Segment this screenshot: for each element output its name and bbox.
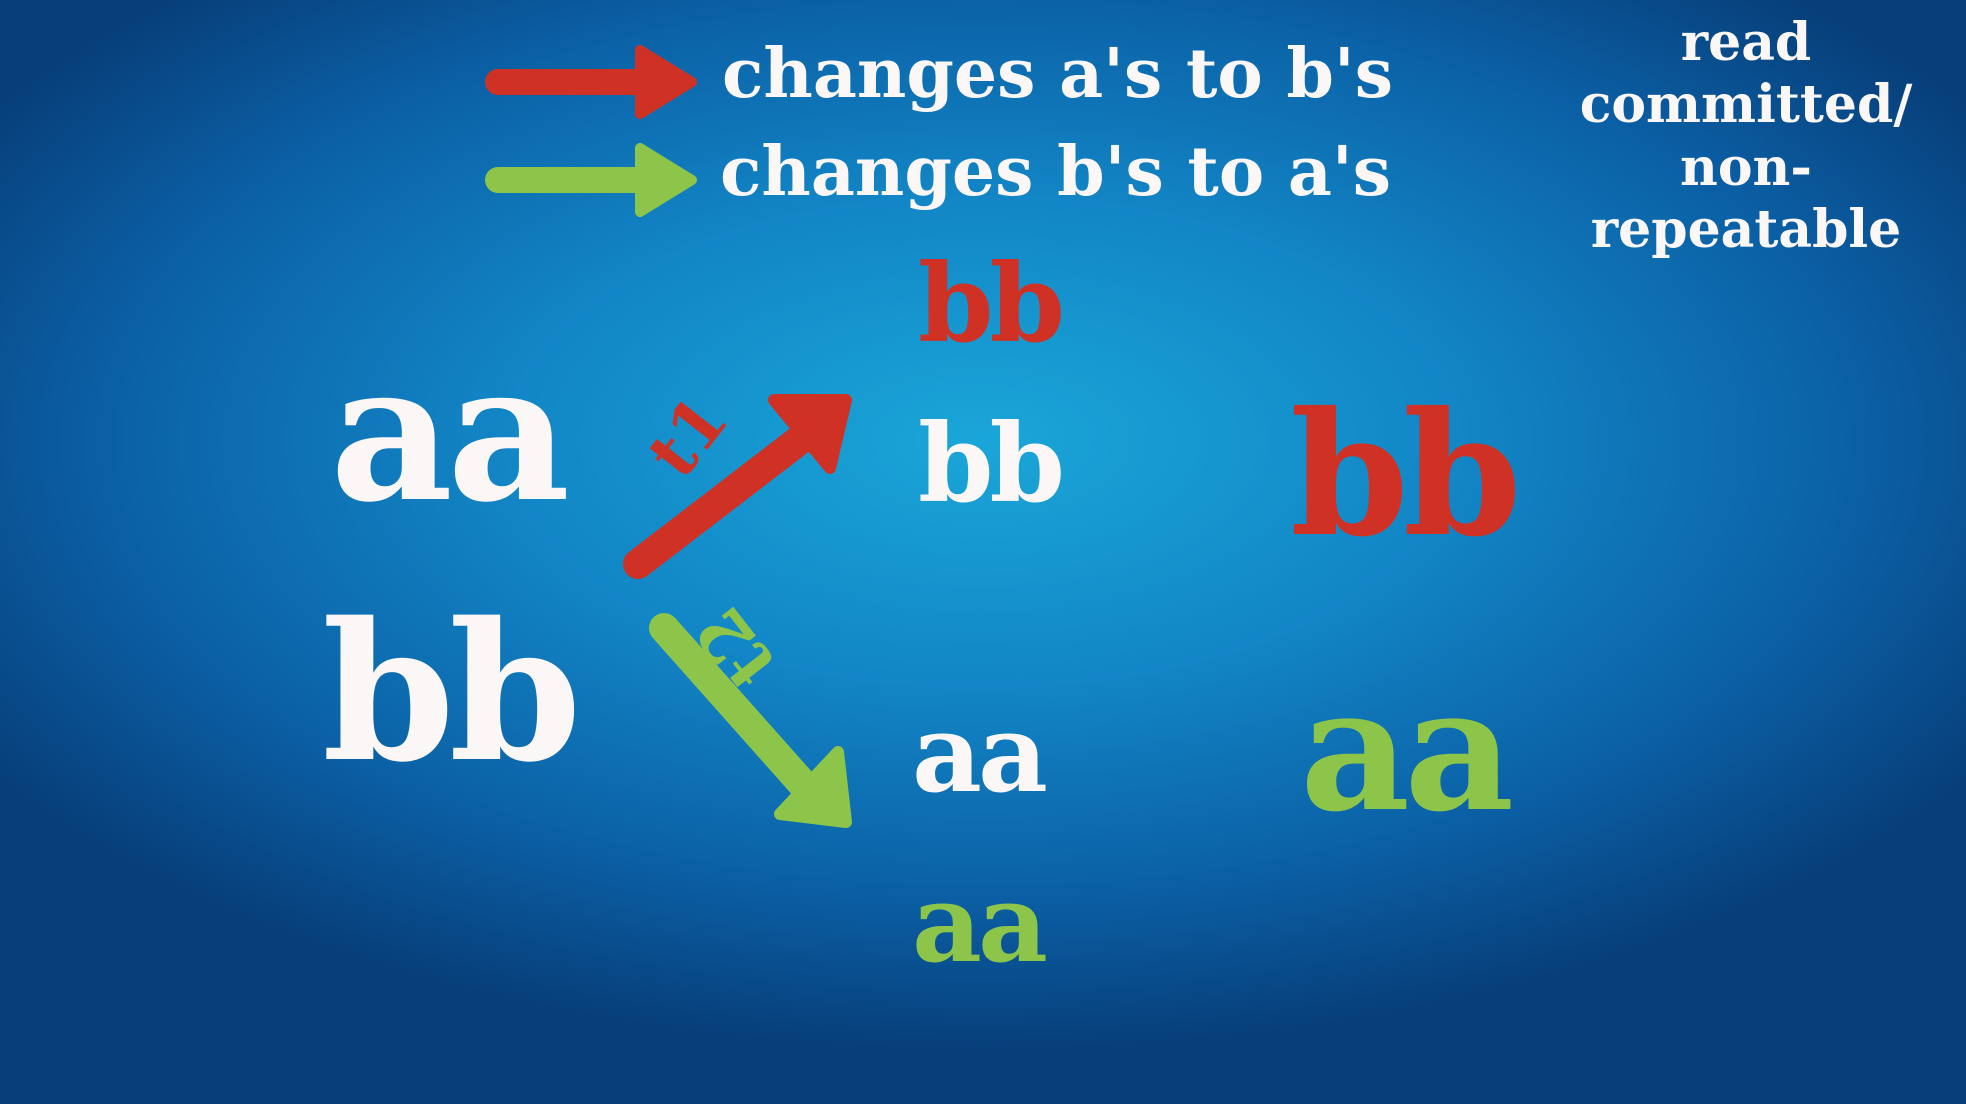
initial-bottom-value: bb [322,581,582,804]
initial-top-value: aa [330,321,570,544]
t1-label: t1 [632,381,744,492]
legend-green-text: changes b's to a's [720,132,1392,212]
note-line-2: committed/ [1579,74,1913,136]
isolation-level-note: read committed/ non-repeatable [1546,12,1946,262]
legend-red-text: changes a's to b's [722,34,1394,114]
final-bottom-value: aa [1300,650,1514,850]
t2-arrow-icon [649,613,852,828]
t2-changed-value: aa [912,861,1048,987]
t2-original-value: aa [912,691,1048,817]
final-top-value: bb [1290,375,1522,575]
t1-arrow-icon [623,394,852,579]
note-line-1: read [1680,12,1812,73]
note-line-3: non-repeatable [1590,136,1902,261]
legend-red-arrow-icon [485,45,697,119]
t1-original-value: bb [918,401,1065,527]
legend-green-arrow-icon [485,143,697,217]
t1-changed-value: bb [918,241,1065,367]
